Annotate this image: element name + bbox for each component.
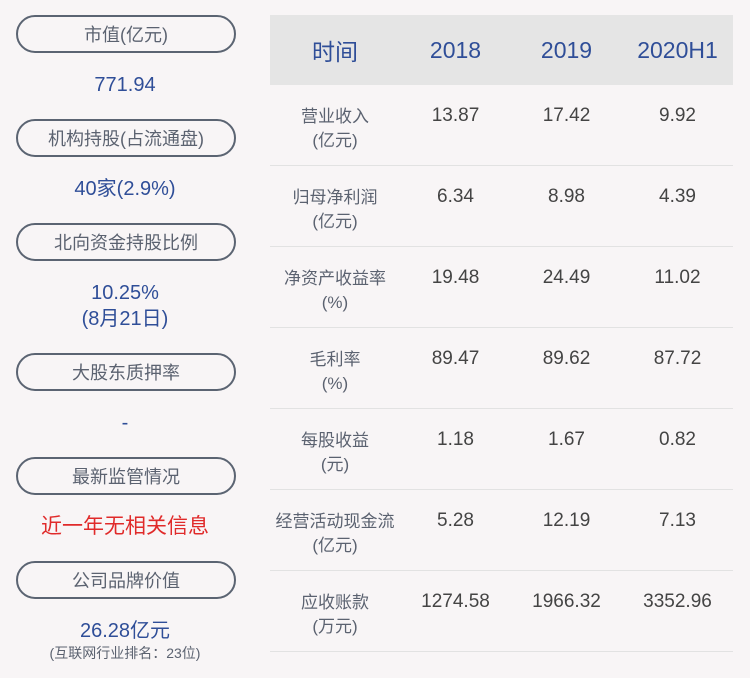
header-time: 时间	[312, 39, 358, 65]
row-label-unit: (元)	[320, 455, 350, 474]
row-label-name: 归母净利润	[292, 188, 378, 207]
row-label-name: 经营活动现金流	[275, 512, 395, 531]
cell: 13.87	[431, 105, 480, 126]
row-label-name: 应收账款	[301, 593, 369, 612]
cell: 11.02	[654, 267, 701, 288]
cell: 0.82	[659, 429, 696, 450]
brand-value-value: 26.28亿元	[79, 620, 171, 642]
northbound-ratio-date: (8月21日)	[81, 308, 169, 330]
row-label-name: 净资产收益率	[284, 269, 386, 288]
regulatory-status-label: 最新监管情况	[16, 457, 236, 495]
table-row: 毛利率 (%) 89.47 89.62 87.72	[270, 328, 733, 409]
cell: 5.28	[437, 510, 474, 531]
cell: 7.13	[659, 510, 696, 531]
table-row: 营业收入 (亿元) 13.87 17.42 9.92	[270, 85, 733, 166]
cell: 3352.96	[643, 591, 712, 612]
row-label: 应收账款 (万元)	[270, 571, 400, 639]
northbound-ratio-label-text: 北向资金持股比例	[54, 233, 198, 253]
row-label: 净资产收益率 (%)	[270, 247, 400, 315]
cell: 87.72	[653, 348, 702, 369]
row-label-name: 营业收入	[301, 107, 369, 126]
row-label: 经营活动现金流 (亿元)	[270, 490, 400, 558]
cell: 1.18	[437, 429, 474, 450]
market-cap-label: 市值(亿元)	[16, 15, 236, 53]
brand-value-rank-note: (互联网行业排名：23位)	[49, 645, 201, 661]
cell: 9.92	[659, 105, 696, 126]
row-label-unit: (万元)	[312, 617, 358, 636]
cell: 1966.32	[532, 591, 601, 612]
header-2018: 2018	[429, 36, 482, 63]
pledge-ratio-label: 大股东质押率	[16, 353, 236, 391]
market-cap-label-text: 市值(亿元)	[84, 25, 168, 45]
table-row: 归母净利润 (亿元) 6.34 8.98 4.39	[270, 166, 733, 247]
row-label-name: 毛利率	[309, 350, 361, 369]
row-label-name: 每股收益	[301, 431, 369, 450]
regulatory-status-label-text: 最新监管情况	[72, 467, 180, 487]
institutional-holdings-value: 40家(2.9%)	[74, 178, 176, 200]
row-label: 归母净利润 (亿元)	[270, 166, 400, 234]
cell: 4.39	[659, 186, 696, 207]
header-2019: 2019	[540, 36, 593, 63]
row-label: 毛利率 (%)	[270, 328, 400, 396]
regulatory-status-value: 近一年无相关信息	[41, 515, 209, 538]
market-cap-value: 771.94	[94, 74, 156, 96]
left-panel: 市值(亿元) 771.94 机构持股(占流通盘) 40家(2.9%) 北向资金持…	[0, 0, 250, 678]
institutional-holdings-label: 机构持股(占流通盘)	[16, 119, 236, 157]
row-label-unit: (亿元)	[312, 536, 358, 555]
cell: 89.62	[542, 348, 591, 369]
table-row: 应收账款 (万元) 1274.58 1966.32 3352.96	[270, 571, 733, 652]
table-header: 时间 2018 2019 2020H1	[270, 15, 733, 85]
row-label-unit: (亿元)	[312, 131, 358, 150]
northbound-ratio-value: 10.25%	[91, 282, 159, 304]
cell: 8.98	[548, 186, 585, 207]
cell: 17.42	[542, 105, 591, 126]
row-label-unit: (%)	[321, 293, 349, 312]
header-2020h1: 2020H1	[637, 36, 718, 63]
brand-value-label-text: 公司品牌价值	[72, 571, 180, 591]
cell: 19.48	[431, 267, 480, 288]
pledge-ratio-label-text: 大股东质押率	[72, 363, 180, 383]
cell: 1.67	[548, 429, 585, 450]
institutional-holdings-label-text: 机构持股(占流通盘)	[48, 129, 204, 149]
cell: 24.49	[542, 267, 591, 288]
brand-value-label: 公司品牌价值	[16, 561, 236, 599]
row-label-unit: (%)	[321, 374, 349, 393]
row-label-unit: (亿元)	[312, 212, 358, 231]
cell: 6.34	[437, 186, 474, 207]
row-label: 营业收入 (亿元)	[270, 85, 400, 153]
cell: 1274.58	[421, 591, 490, 612]
cell: 89.47	[431, 348, 480, 369]
table-row: 每股收益 (元) 1.18 1.67 0.82	[270, 409, 733, 490]
cell: 12.19	[542, 510, 591, 531]
northbound-ratio-label: 北向资金持股比例	[16, 223, 236, 261]
table-row: 经营活动现金流 (亿元) 5.28 12.19 7.13	[270, 490, 733, 571]
financial-table: 时间 2018 2019 2020H1 营业收入 (亿元) 13.87 17.42…	[270, 15, 733, 652]
pledge-ratio-value: -	[121, 412, 129, 434]
row-label: 每股收益 (元)	[270, 409, 400, 477]
table-row: 净资产收益率 (%) 19.48 24.49 11.02	[270, 247, 733, 328]
